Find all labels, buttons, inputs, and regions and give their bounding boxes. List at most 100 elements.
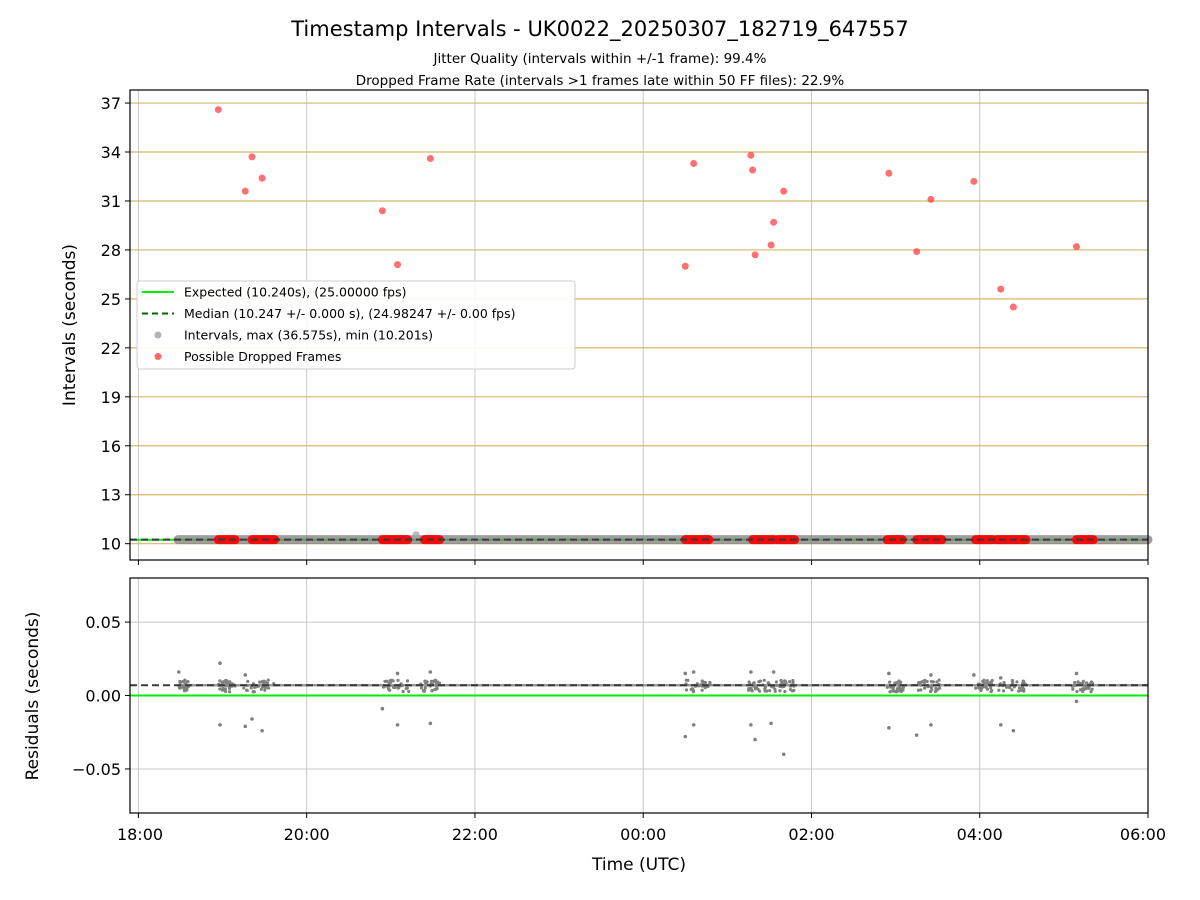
dropped-frame-point <box>241 187 249 195</box>
residual-point <box>889 685 893 689</box>
residual-point <box>218 679 222 683</box>
residual-point <box>436 680 440 684</box>
residuals-plot: −0.05 0.00 0.05 18:00 20:00 22:00 00:00 02:00 04… <box>72 577 1166 844</box>
residual-point <box>1005 685 1009 689</box>
dropped-frame-point <box>426 155 434 163</box>
residual-point <box>773 687 777 691</box>
residual-point <box>769 721 773 726</box>
residual-point <box>396 678 400 682</box>
residual-point <box>245 688 249 692</box>
residual-point <box>178 686 182 690</box>
residual-point <box>218 661 222 665</box>
chart-subtitle-jitter: Jitter Quality (intervals within +/-1 fr… <box>433 51 767 67</box>
residual-point <box>243 673 248 677</box>
residual-point <box>423 686 428 690</box>
residual-point <box>1001 689 1006 693</box>
residual-point <box>1021 681 1025 685</box>
x-tick-label: 18:00 <box>117 825 163 844</box>
residual-point <box>260 728 264 733</box>
residual-point <box>791 678 795 683</box>
residual-point <box>895 687 899 691</box>
residual-point <box>1072 684 1077 688</box>
residual-point <box>391 685 396 689</box>
dropped-frame-point <box>378 207 386 215</box>
x-tick-label: 04:00 <box>957 825 1003 844</box>
top-y-tick-label: 19 <box>101 388 121 407</box>
residual-point <box>931 680 936 684</box>
top-y-tick-label: 13 <box>101 486 121 505</box>
legend-label: Expected (10.240s), (25.00000 fps) <box>184 285 406 300</box>
residual-point <box>929 685 933 689</box>
residual-point <box>922 679 926 683</box>
x-tick-label: 00:00 <box>620 825 666 844</box>
top-y-tick-label: 16 <box>101 437 121 456</box>
top-y-tick-label: 25 <box>101 290 121 309</box>
residual-point <box>892 688 896 693</box>
residual-point <box>1076 680 1080 684</box>
residual-point <box>401 689 405 694</box>
residual-point <box>792 688 796 692</box>
residual-point <box>258 680 262 684</box>
top-y-tick-label: 28 <box>101 241 121 260</box>
residual-point <box>747 687 751 691</box>
residual-point <box>933 689 937 694</box>
residual-point <box>754 685 758 689</box>
residual-point <box>989 686 993 690</box>
residual-point <box>929 673 933 677</box>
top-y-axis-label: Intervals (seconds) <box>60 244 80 406</box>
residual-point <box>985 679 989 683</box>
residual-point <box>895 680 899 685</box>
residual-point <box>1071 687 1075 691</box>
residual-point <box>749 670 753 674</box>
bottom-y-tick-label: 0.05 <box>85 613 121 632</box>
residual-point <box>778 689 782 693</box>
intervals-plot: 10 13 16 19 22 25 28 31 34 37 Expected (10.240s), … <box>101 89 1153 565</box>
residual-point <box>1081 679 1085 683</box>
top-y-tick-label: 34 <box>101 143 121 162</box>
residual-point <box>899 690 903 694</box>
residual-point <box>184 687 188 691</box>
bottom-y-axis-label: Residuals (seconds) <box>23 612 43 781</box>
residual-point <box>263 686 268 690</box>
residual-point <box>774 680 779 684</box>
residual-point <box>242 686 246 690</box>
x-axis-label: Time (UTC) <box>591 855 686 875</box>
residual-point <box>250 717 254 721</box>
residual-point <box>1084 686 1088 691</box>
residual-point <box>788 688 793 692</box>
x-tick-label: 22:00 <box>452 825 498 844</box>
residual-point <box>768 688 772 693</box>
residual-point <box>1010 688 1014 692</box>
residual-point <box>990 678 994 683</box>
top-axes-frame <box>129 89 1149 561</box>
legend-label: Intervals, max (36.575s), min (10.201s) <box>184 328 433 343</box>
residual-point <box>919 688 923 692</box>
residual-point <box>708 682 712 686</box>
dropped-frame-point <box>258 174 266 182</box>
residual-point <box>984 685 988 689</box>
residual-point <box>397 685 401 689</box>
dropped-frame-point <box>770 218 778 226</box>
residual-point <box>407 689 411 694</box>
residual-point <box>758 679 763 683</box>
residual-point <box>395 671 400 676</box>
residual-point <box>1075 689 1079 694</box>
residual-point <box>775 683 779 688</box>
top-y-tick-label: 37 <box>101 94 121 113</box>
residual-point <box>917 682 921 686</box>
dropped-frame-point <box>690 159 698 167</box>
residual-point <box>1085 681 1089 685</box>
legend-label: Possible Dropped Frames <box>184 349 341 364</box>
residual-point <box>787 680 792 684</box>
residual-point <box>253 685 257 690</box>
legend-marker-dot <box>154 353 162 360</box>
residual-point <box>428 721 433 726</box>
residual-point <box>1020 685 1025 690</box>
residual-point <box>763 689 767 693</box>
residual-point <box>771 670 776 674</box>
residual-point <box>974 686 978 690</box>
residual-point <box>1011 681 1015 685</box>
residual-point <box>1010 678 1015 683</box>
residual-point <box>752 684 756 688</box>
dropped-frame-point <box>970 177 978 185</box>
